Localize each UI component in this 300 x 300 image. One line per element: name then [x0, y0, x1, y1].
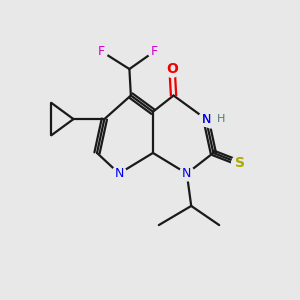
Text: N: N	[114, 167, 124, 180]
Text: H: H	[217, 114, 225, 124]
Circle shape	[232, 155, 248, 172]
Circle shape	[199, 112, 213, 126]
Circle shape	[148, 45, 161, 58]
Text: S: S	[235, 156, 245, 170]
Text: N: N	[201, 112, 211, 126]
Text: F: F	[151, 45, 158, 58]
Circle shape	[164, 61, 180, 77]
Text: O: O	[166, 62, 178, 76]
Circle shape	[112, 166, 126, 181]
Circle shape	[202, 110, 220, 128]
Text: F: F	[98, 45, 105, 58]
Circle shape	[179, 166, 194, 181]
Text: N: N	[201, 112, 211, 126]
Text: N: N	[182, 167, 191, 180]
Circle shape	[95, 45, 108, 58]
